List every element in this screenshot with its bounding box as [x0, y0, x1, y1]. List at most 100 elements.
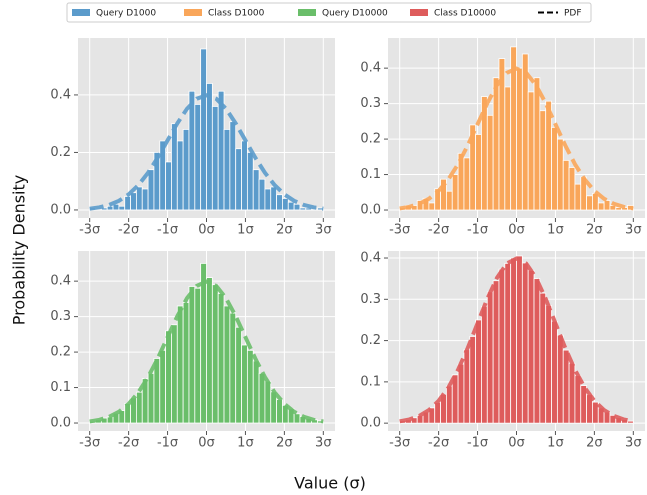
bar [252, 360, 260, 424]
x-tick-label: 2σ [276, 436, 293, 451]
bar [217, 293, 225, 424]
x-tick-label: 0σ [198, 223, 215, 238]
x-tick-label: -1σ [157, 223, 178, 238]
bar [165, 161, 172, 211]
bar [446, 190, 453, 211]
bar [475, 319, 482, 424]
bar [486, 114, 494, 211]
y-tick-label: 0.2 [50, 345, 71, 360]
panel: 0.0 0.2 0.4 -3σ -2σ -1σ 0σ 1σ 2σ 3σ [50, 38, 335, 238]
bar [293, 203, 301, 211]
bar [235, 326, 242, 424]
y-tick-label: 0.1 [360, 167, 381, 182]
y-tick-label: 0.2 [50, 145, 71, 160]
bar [521, 262, 529, 424]
bar [428, 202, 436, 211]
bar [217, 90, 225, 211]
y-axis-label: Probability Density [10, 175, 29, 326]
bar [165, 330, 172, 424]
bar [194, 104, 202, 211]
bar [276, 399, 283, 424]
bar [206, 83, 213, 211]
bar [176, 305, 184, 424]
legend: Query D1000 Class D1000 Query D10000 Class … [66, 2, 592, 23]
x-tick-label: -3σ [79, 436, 100, 451]
bar [504, 262, 512, 424]
y-tick-label: 0.4 [50, 87, 71, 102]
x-tick-label: 3σ [625, 436, 642, 451]
bar [527, 270, 535, 424]
x-tick-label: -3σ [79, 223, 100, 238]
bar [463, 157, 471, 211]
panel: 0.0 0.1 0.2 0.3 0.4 -3σ -2σ -1σ 0σ 1σ 2σ 3σ [360, 38, 645, 238]
legend-swatch [410, 9, 428, 16]
bar [545, 305, 552, 424]
bar [597, 202, 605, 211]
bar [551, 126, 558, 211]
bar [235, 148, 242, 211]
bar [241, 344, 248, 424]
bar [586, 195, 593, 211]
bar [223, 305, 231, 424]
x-tick-label: -1σ [467, 223, 488, 238]
pdf-line [399, 256, 634, 424]
bar [246, 152, 254, 211]
bar [568, 167, 576, 211]
bar [206, 277, 213, 424]
y-tick-label: 0.3 [50, 309, 71, 324]
bar [200, 263, 207, 424]
bar [223, 129, 231, 211]
bar [106, 205, 114, 211]
legend-label: Class D10000 [434, 9, 496, 19]
bar [229, 312, 237, 424]
x-tick-label: 3σ [315, 436, 332, 451]
bar [211, 106, 219, 211]
bar [516, 67, 523, 211]
bar [282, 198, 289, 211]
bar [539, 110, 547, 211]
legend-label: Query D10000 [322, 9, 388, 19]
bar [159, 349, 167, 424]
bar [176, 140, 184, 211]
bar [317, 207, 324, 211]
bar [486, 291, 494, 424]
y-tick-label: 0.0 [360, 416, 381, 431]
bar [252, 169, 260, 211]
y-tick-label: 0.1 [50, 380, 71, 395]
y-tick-label: 0.2 [360, 132, 381, 147]
bar [159, 140, 167, 211]
x-tick-label: -3σ [389, 436, 410, 451]
legend-swatch [184, 9, 202, 16]
y-tick-label: 0.4 [360, 61, 381, 76]
bar [469, 336, 477, 424]
y-tick-label: 0.3 [360, 96, 381, 111]
bar [446, 385, 453, 424]
x-tick-label: 0σ [198, 436, 215, 451]
pdf-line [89, 93, 324, 211]
x-tick-label: 2σ [586, 223, 603, 238]
x-tick-label: -2σ [428, 223, 449, 238]
bar [200, 48, 207, 211]
bar [574, 183, 582, 211]
bar [556, 138, 564, 211]
bar [188, 286, 196, 424]
bar [194, 287, 202, 424]
bar [504, 86, 512, 211]
legend-swatch [72, 9, 90, 16]
bar [211, 284, 219, 424]
x-tick-label: 1σ [547, 436, 564, 451]
bar [434, 402, 441, 424]
bar [463, 349, 471, 424]
bar [246, 349, 254, 424]
x-tick-label: 2σ [586, 436, 603, 451]
pdf-line [399, 66, 634, 211]
bar [293, 413, 301, 424]
y-tick-label: 0.4 [50, 274, 71, 289]
bar [264, 188, 272, 211]
panel: 0.0 0.1 0.2 0.3 0.4 -3σ -2σ -1σ 0σ 1σ 2σ 3σ [360, 251, 645, 451]
x-tick-label: -2σ [118, 223, 139, 238]
bar [492, 77, 500, 211]
x-tick-label: 3σ [315, 223, 332, 238]
bar [136, 186, 143, 211]
x-tick-label: 1σ [547, 223, 564, 238]
